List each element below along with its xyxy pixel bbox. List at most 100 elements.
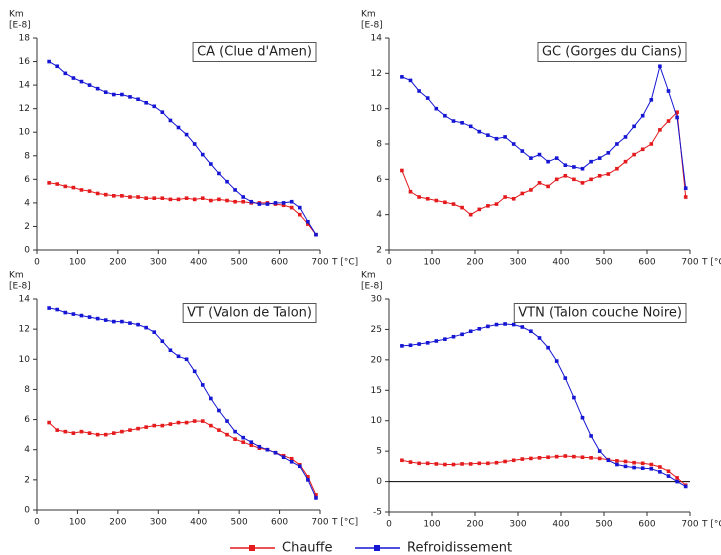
x-tick-label: 300: [509, 520, 526, 530]
data-point: [273, 450, 278, 455]
x-tick-label: 500: [595, 520, 612, 530]
data-point: [615, 462, 619, 467]
data-point: [265, 202, 270, 206]
y-tick-label: 2: [376, 246, 382, 256]
data-point: [443, 200, 447, 205]
data-point: [152, 423, 157, 428]
y-tick-label: 6: [376, 175, 382, 185]
title-box: [513, 303, 687, 323]
x-tick-label: 400: [190, 518, 207, 528]
data-point: [417, 195, 421, 199]
data-point: [443, 113, 447, 118]
panel: 2 4 6 8 10 12 14 0 100 200 300 400 500 600 700 Km[E-8] T…: [361, 10, 721, 268]
y-tick-label: 5: [376, 447, 382, 457]
data-point: [289, 456, 294, 461]
data-point: [477, 327, 482, 331]
data-point: [314, 232, 318, 237]
data-point: [658, 64, 662, 69]
x-tick-label: 0: [386, 520, 392, 530]
data-point: [55, 182, 60, 186]
data-point: [460, 121, 464, 125]
y-tick-label: 16: [19, 57, 31, 67]
data-point: [168, 422, 173, 426]
x-axis-label: T [°C]: [331, 258, 358, 268]
data-point: [589, 159, 593, 164]
data-point: [314, 493, 318, 497]
data-point: [233, 199, 237, 204]
y-tick-label: 10: [19, 355, 31, 365]
data-point: [451, 334, 456, 339]
data-point: [87, 315, 92, 319]
series-line: [401, 111, 687, 216]
data-point: [563, 163, 568, 167]
chart-title: VTN (Talon couche Noire): [518, 306, 682, 321]
data-point: [217, 197, 221, 202]
data-point: [580, 455, 585, 460]
data-point: [192, 142, 197, 146]
data-point: [120, 429, 124, 434]
data-point: [79, 429, 84, 434]
data-point: [136, 195, 140, 199]
y-axis-unit: [E-8]: [361, 21, 383, 31]
data-point: [520, 191, 525, 196]
x-tick-label: 500: [231, 258, 248, 268]
data-point: [314, 496, 318, 500]
data-point: [128, 95, 132, 99]
x-tick-label: 0: [34, 518, 40, 528]
x-tick-label: 400: [552, 258, 569, 268]
chart-title: GC (Gorges du Cians): [542, 45, 682, 60]
x-tick-label: 700: [311, 258, 328, 268]
x-tick-label: 700: [311, 518, 328, 528]
data-point: [529, 456, 533, 461]
y-axis-label: Km: [9, 271, 24, 281]
data-point: [400, 75, 404, 79]
x-axis-label: T [°C]: [331, 518, 358, 528]
y-tick-label: 10: [19, 128, 31, 138]
y-tick-label: 4: [24, 445, 30, 455]
data-point: [580, 181, 585, 185]
x-tick-label: 200: [466, 520, 483, 530]
data-point: [468, 329, 473, 334]
data-point: [451, 462, 456, 467]
data-point: [209, 198, 213, 203]
data-point: [120, 194, 124, 198]
y-tick-label: 12: [19, 104, 30, 114]
data-point: [640, 113, 645, 118]
data-point: [209, 396, 213, 401]
x-tick-label: 0: [34, 258, 40, 268]
data-point: [63, 429, 68, 434]
data-point: [563, 174, 568, 178]
y-tick-label: 0: [24, 246, 30, 256]
data-point: [71, 431, 76, 435]
data-point: [563, 454, 568, 458]
data-point: [176, 197, 181, 202]
data-point: [112, 431, 116, 435]
data-point: [408, 189, 413, 194]
x-tick-label: 600: [271, 258, 288, 268]
data-point: [520, 149, 525, 153]
y-tick-label: 8: [376, 140, 382, 150]
y-axis-label: Km: [9, 10, 24, 20]
data-point: [546, 159, 550, 164]
data-point: [554, 156, 559, 160]
data-point: [233, 429, 237, 434]
y-tick-label: 10: [371, 416, 383, 426]
data-point: [176, 420, 181, 425]
data-point: [112, 319, 116, 324]
y-tick-label: 15: [371, 386, 382, 396]
data-point: [460, 332, 464, 337]
data-point: [451, 202, 456, 206]
x-tick-label: 200: [109, 258, 126, 268]
data-point: [477, 207, 482, 212]
data-point: [615, 142, 619, 146]
x-tick-label: 100: [69, 518, 86, 528]
data-point: [281, 203, 286, 208]
data-point: [486, 461, 490, 466]
data-point: [306, 475, 310, 479]
data-point: [434, 106, 439, 111]
data-point: [511, 142, 516, 146]
data-point: [249, 440, 254, 444]
legend-marker: [374, 545, 380, 551]
data-point: [666, 89, 671, 93]
